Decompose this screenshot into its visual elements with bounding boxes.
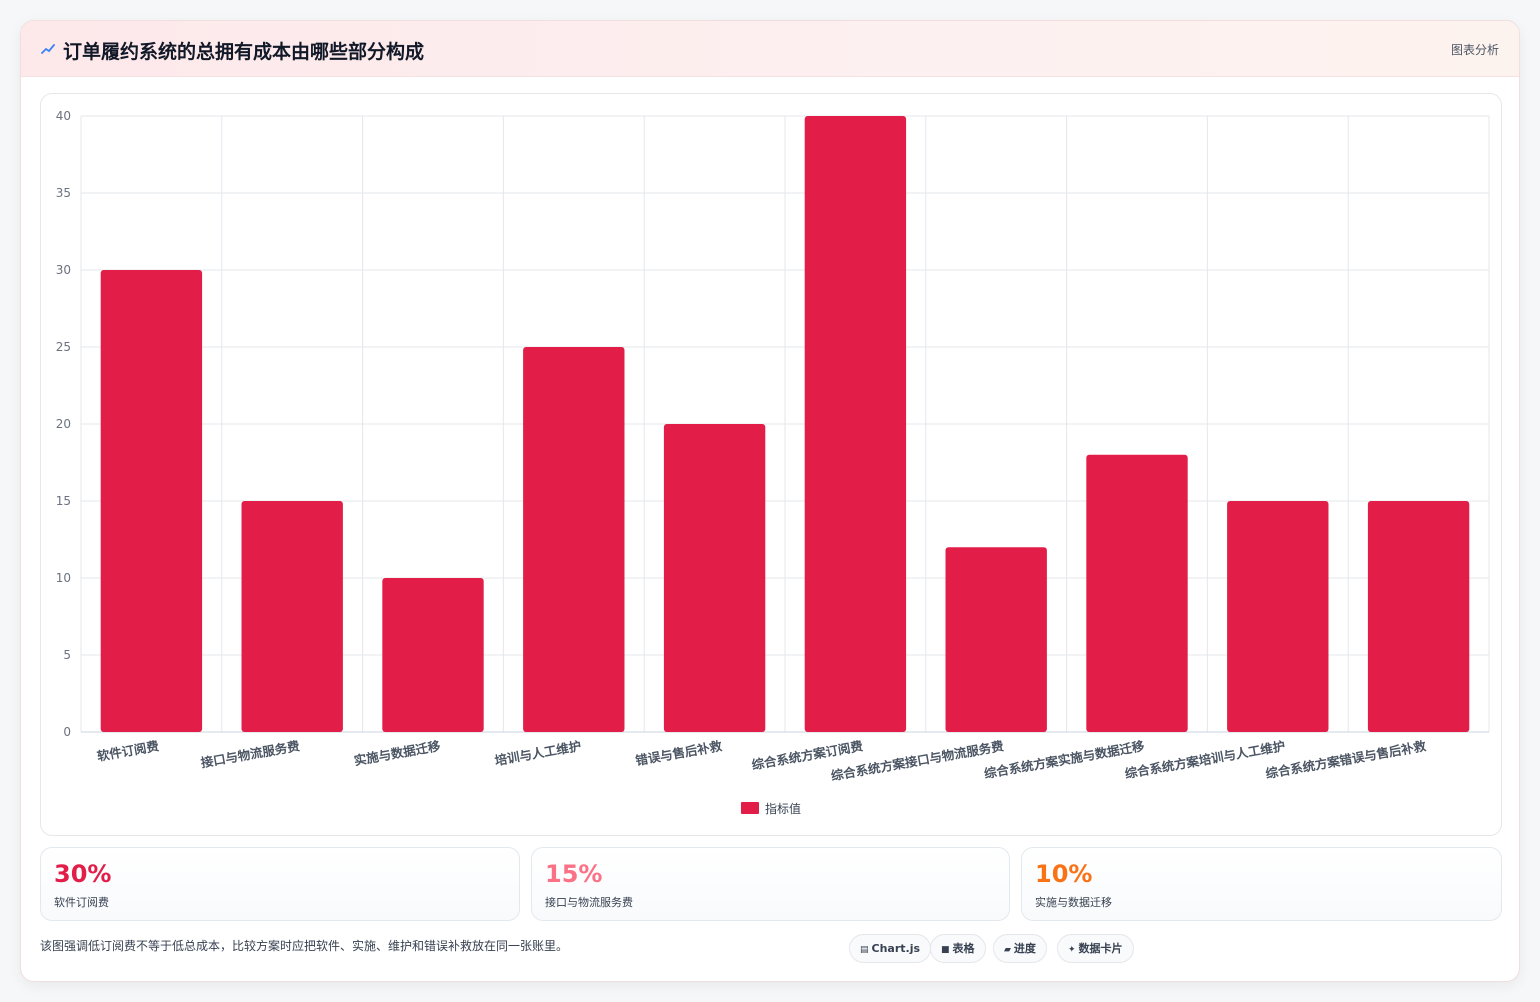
page-title: 订单履约系统的总拥有成本由哪些部分构成 <box>63 41 425 63</box>
stat-label: 接口与物流服务费 <box>545 896 633 909</box>
x-tick-label: 软件订阅费 <box>96 738 161 764</box>
chart-card: 订单履约系统的总拥有成本由哪些部分构成 图表分析 0 5 10 15 20 25 30 35 4… <box>20 20 1520 982</box>
y-tick-label: 10 <box>56 571 71 585</box>
x-tick-label: 综合系统方案错误与售后补救 <box>1264 738 1427 781</box>
y-tick-label: 35 <box>56 186 71 200</box>
sparkle-icon: ✦ <box>1068 945 1076 955</box>
y-tick-label: 30 <box>56 263 71 277</box>
stat-label: 软件订阅费 <box>54 896 109 909</box>
bar <box>241 501 343 732</box>
chart-analysis-tag: 图表分析 <box>1450 43 1499 57</box>
stat-card-software: 30% 软件订阅费 <box>40 847 520 921</box>
y-tick-label: 40 <box>56 109 71 123</box>
table-icon: ■ <box>941 945 950 955</box>
y-tick-label: 0 <box>63 725 71 739</box>
chart-icon: ▤ <box>860 945 869 955</box>
bar-chart: 0 5 10 15 20 25 30 35 40 软件订阅费 接口与物流服务费 实施与数据迁移 培训与人… <box>56 109 1490 816</box>
x-tick-label: 综合系统方案培训与人工维护 <box>1124 738 1287 781</box>
chart-container: 0 5 10 15 20 25 30 35 40 软件订阅费 接口与物流服务费 实施与数据迁移 培训与人… <box>40 93 1502 836</box>
progress-icon: ▰ <box>1004 945 1011 955</box>
stat-card-interface: 15% 接口与物流服务费 <box>531 847 1010 921</box>
y-tick-label: 15 <box>56 494 71 508</box>
x-tick-label: 实施与数据迁移 <box>353 738 442 768</box>
x-tick-label: 培训与人工维护 <box>494 738 583 768</box>
card-header: 订单履约系统的总拥有成本由哪些部分构成 图表分析 <box>21 21 1519 77</box>
stat-value: 30% <box>54 860 112 888</box>
chip-label: 进度 <box>1013 942 1036 955</box>
chip-chartjs[interactable]: ▤ Chart.js <box>849 934 932 963</box>
stat-value: 10% <box>1035 860 1093 888</box>
y-tick-label: 5 <box>63 648 71 662</box>
bar <box>804 116 907 732</box>
bar <box>523 347 625 732</box>
bar <box>100 270 203 732</box>
y-tick-label: 20 <box>56 417 71 431</box>
bar <box>382 578 484 732</box>
footnote: 该图强调低订阅费不等于低总成本，比较方案时应把软件、实施、维护和错误补救放在同一… <box>40 939 569 953</box>
bar <box>1367 501 1470 732</box>
chip-table[interactable]: ■ 表格 <box>930 934 986 963</box>
trend-line-icon <box>41 44 55 54</box>
bar <box>1086 454 1188 732</box>
bar <box>945 547 1047 732</box>
chip-data-cards[interactable]: ✦ 数据卡片 <box>1057 934 1134 963</box>
chip-progress[interactable]: ▰ 进度 <box>993 934 1047 963</box>
stat-value: 15% <box>545 860 603 888</box>
chip-label: Chart.js <box>871 942 921 955</box>
legend-swatch <box>741 802 759 814</box>
x-tick-label: 综合系统方案实施与数据迁移 <box>983 738 1146 781</box>
x-tick-label: 错误与售后补救 <box>634 738 723 768</box>
stat-label: 实施与数据迁移 <box>1035 896 1112 909</box>
chip-label: 数据卡片 <box>1078 942 1123 955</box>
stat-card-implementation: 10% 实施与数据迁移 <box>1021 847 1502 921</box>
bar <box>663 424 766 732</box>
bar <box>1227 501 1329 732</box>
legend-label: 指标值 <box>765 801 801 816</box>
x-tick-label: 接口与物流服务费 <box>200 738 302 770</box>
chip-label: 表格 <box>952 942 975 955</box>
y-tick-label: 25 <box>56 340 71 354</box>
